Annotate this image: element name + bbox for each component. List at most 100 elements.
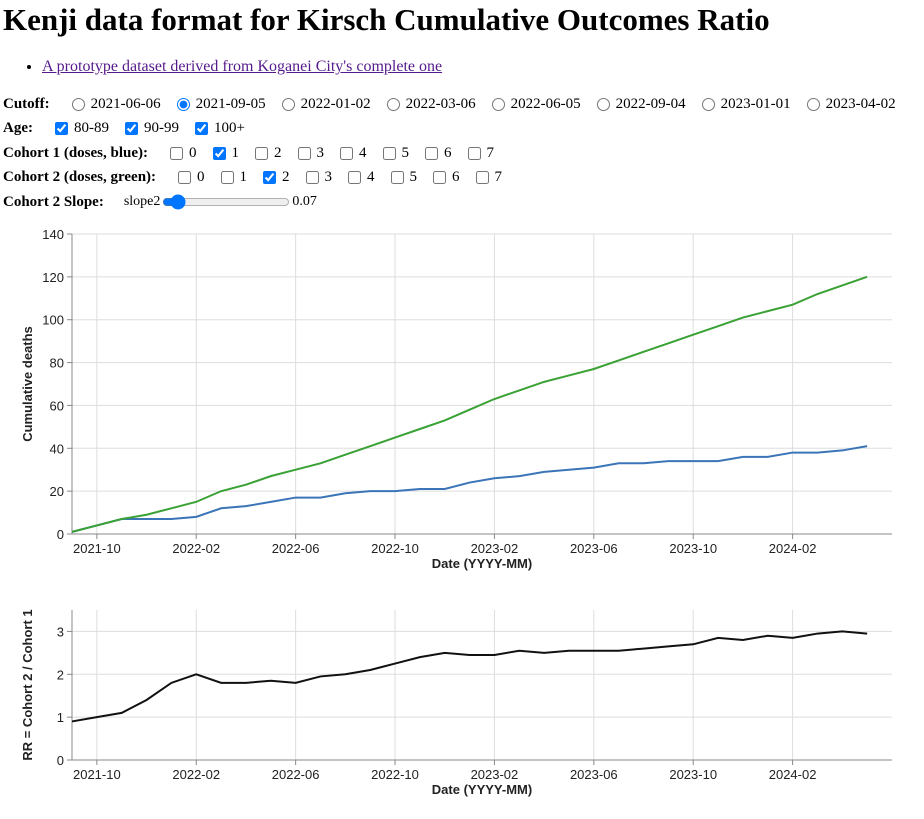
checkbox[interactable] bbox=[255, 146, 268, 160]
control-label: Cutoff: bbox=[3, 95, 50, 112]
x-tick-label: 2023-02 bbox=[471, 767, 519, 782]
option: 3 bbox=[290, 145, 324, 162]
radio[interactable] bbox=[281, 97, 295, 111]
radio[interactable] bbox=[386, 97, 400, 111]
option: 0 bbox=[162, 145, 197, 162]
x-tick-label: 2022-10 bbox=[371, 541, 419, 556]
option-label: 3 bbox=[324, 169, 333, 186]
checkbox[interactable] bbox=[212, 146, 226, 160]
checkbox[interactable] bbox=[263, 171, 277, 185]
option-label: 1 bbox=[231, 144, 240, 161]
controls: Cutoff: 2021-06-06 2021-09-05 2022-01-02 202… bbox=[3, 92, 924, 215]
option: 1 bbox=[213, 169, 247, 186]
option-label: 90-99 bbox=[144, 120, 179, 137]
radio[interactable] bbox=[176, 97, 190, 111]
link-list: A prototype dataset derived from Koganei… bbox=[0, 58, 442, 76]
checkbox[interactable] bbox=[297, 146, 311, 160]
y-tick-label: 0 bbox=[57, 753, 64, 768]
checkbox[interactable] bbox=[195, 122, 208, 136]
slider-name: slope2 bbox=[123, 194, 161, 210]
x-tick-label: 2022-06 bbox=[272, 767, 320, 782]
y-tick-label: 40 bbox=[50, 441, 64, 456]
option: 7 bbox=[460, 144, 495, 162]
option-label: 4 bbox=[359, 144, 367, 161]
option: 4 bbox=[340, 169, 375, 186]
option-label: 7 bbox=[486, 144, 495, 161]
option-label: 2021-06-06 bbox=[90, 95, 161, 112]
control-label: Cohort 2 (doses, green): bbox=[3, 169, 157, 186]
y-tick-label: 100 bbox=[42, 313, 64, 328]
checkbox[interactable] bbox=[467, 146, 481, 160]
link-item: A prototype dataset derived from Koganei… bbox=[42, 58, 442, 76]
x-tick-label: 2023-02 bbox=[471, 541, 519, 556]
option: 2023-04-02 bbox=[799, 96, 896, 113]
option: 80-89 bbox=[47, 120, 109, 137]
radio[interactable] bbox=[71, 97, 85, 111]
option-label: 2022-03-06 bbox=[405, 95, 476, 112]
option-label: 4 bbox=[367, 169, 375, 186]
slider[interactable] bbox=[162, 194, 291, 211]
option: 4 bbox=[332, 145, 367, 162]
radio[interactable] bbox=[701, 97, 715, 111]
cutoff-row: Cutoff: 2021-06-06 2021-09-05 2022-01-02 202… bbox=[3, 92, 924, 117]
cohort1-row: Cohort 1 (doses, blue): 0 1 2 3 4 5 6 7 bbox=[3, 141, 924, 166]
option-label: 100+ bbox=[214, 120, 245, 137]
y-tick-label: 20 bbox=[50, 484, 64, 499]
option: 1 bbox=[205, 144, 240, 162]
option: 0 bbox=[170, 169, 205, 186]
checkbox[interactable] bbox=[475, 171, 489, 185]
checkbox[interactable] bbox=[220, 171, 234, 185]
option-label: 2023-04-02 bbox=[825, 95, 896, 112]
option: 2 bbox=[255, 169, 290, 186]
radio[interactable] bbox=[491, 97, 505, 111]
series-line bbox=[71, 445, 868, 533]
checkbox[interactable] bbox=[340, 146, 353, 160]
option: 3 bbox=[298, 169, 333, 186]
checkbox[interactable] bbox=[382, 146, 396, 160]
x-tick-label: 2022-02 bbox=[172, 541, 220, 556]
dataset-link[interactable]: A prototype dataset derived from Koganei… bbox=[42, 58, 443, 75]
radio[interactable] bbox=[596, 97, 610, 111]
y-axis-label: RR = Cohort 2 / Cohort 1 bbox=[20, 609, 35, 760]
series-line bbox=[71, 630, 868, 723]
option: 5 bbox=[375, 145, 409, 162]
x-tick-label: 2022-10 bbox=[371, 767, 419, 782]
option-label: 2022-06-05 bbox=[510, 95, 581, 112]
y-tick-label: 3 bbox=[57, 624, 64, 639]
checkbox[interactable] bbox=[178, 171, 192, 185]
option-label: 2021-09-05 bbox=[195, 95, 266, 112]
series-line bbox=[71, 275, 868, 533]
option: 2022-01-02 bbox=[274, 96, 371, 113]
x-tick-label: 2022-06 bbox=[272, 541, 320, 556]
age-row: Age: 80-89 90-99 100+ bbox=[3, 117, 924, 142]
x-tick-label: 2021-10 bbox=[73, 767, 121, 782]
checkbox[interactable] bbox=[390, 171, 404, 185]
checkbox[interactable] bbox=[425, 146, 438, 160]
x-tick-label: 2023-06 bbox=[570, 767, 618, 782]
page-title: Kenji data format for Kirsch Cumulative … bbox=[3, 2, 770, 37]
y-tick-label: 120 bbox=[42, 270, 64, 285]
option-label: 2 bbox=[282, 169, 290, 186]
x-tick-label: 2021-10 bbox=[73, 541, 121, 556]
checkbox[interactable] bbox=[433, 171, 447, 185]
option-label: 0 bbox=[197, 169, 205, 186]
checkbox[interactable] bbox=[305, 171, 319, 185]
radio[interactable] bbox=[806, 97, 820, 111]
checkbox[interactable] bbox=[55, 122, 68, 136]
option-label: 7 bbox=[494, 169, 503, 186]
option: 2022-09-04 bbox=[589, 96, 686, 113]
y-tick-label: 80 bbox=[50, 356, 64, 371]
option-label: 6 bbox=[452, 169, 460, 186]
checkbox[interactable] bbox=[125, 122, 138, 136]
option-label: 6 bbox=[444, 144, 452, 161]
x-tick-label: 2022-02 bbox=[172, 767, 220, 782]
y-tick-label: 1 bbox=[57, 710, 64, 725]
option-label: 0 bbox=[189, 144, 197, 161]
y-axis-label: Cumulative deaths bbox=[20, 326, 35, 442]
checkbox[interactable] bbox=[348, 171, 362, 185]
y-tick-label: 60 bbox=[50, 398, 64, 413]
x-tick-label: 2024-02 bbox=[769, 767, 817, 782]
option: 90-99 bbox=[117, 120, 179, 137]
checkbox[interactable] bbox=[170, 146, 183, 160]
